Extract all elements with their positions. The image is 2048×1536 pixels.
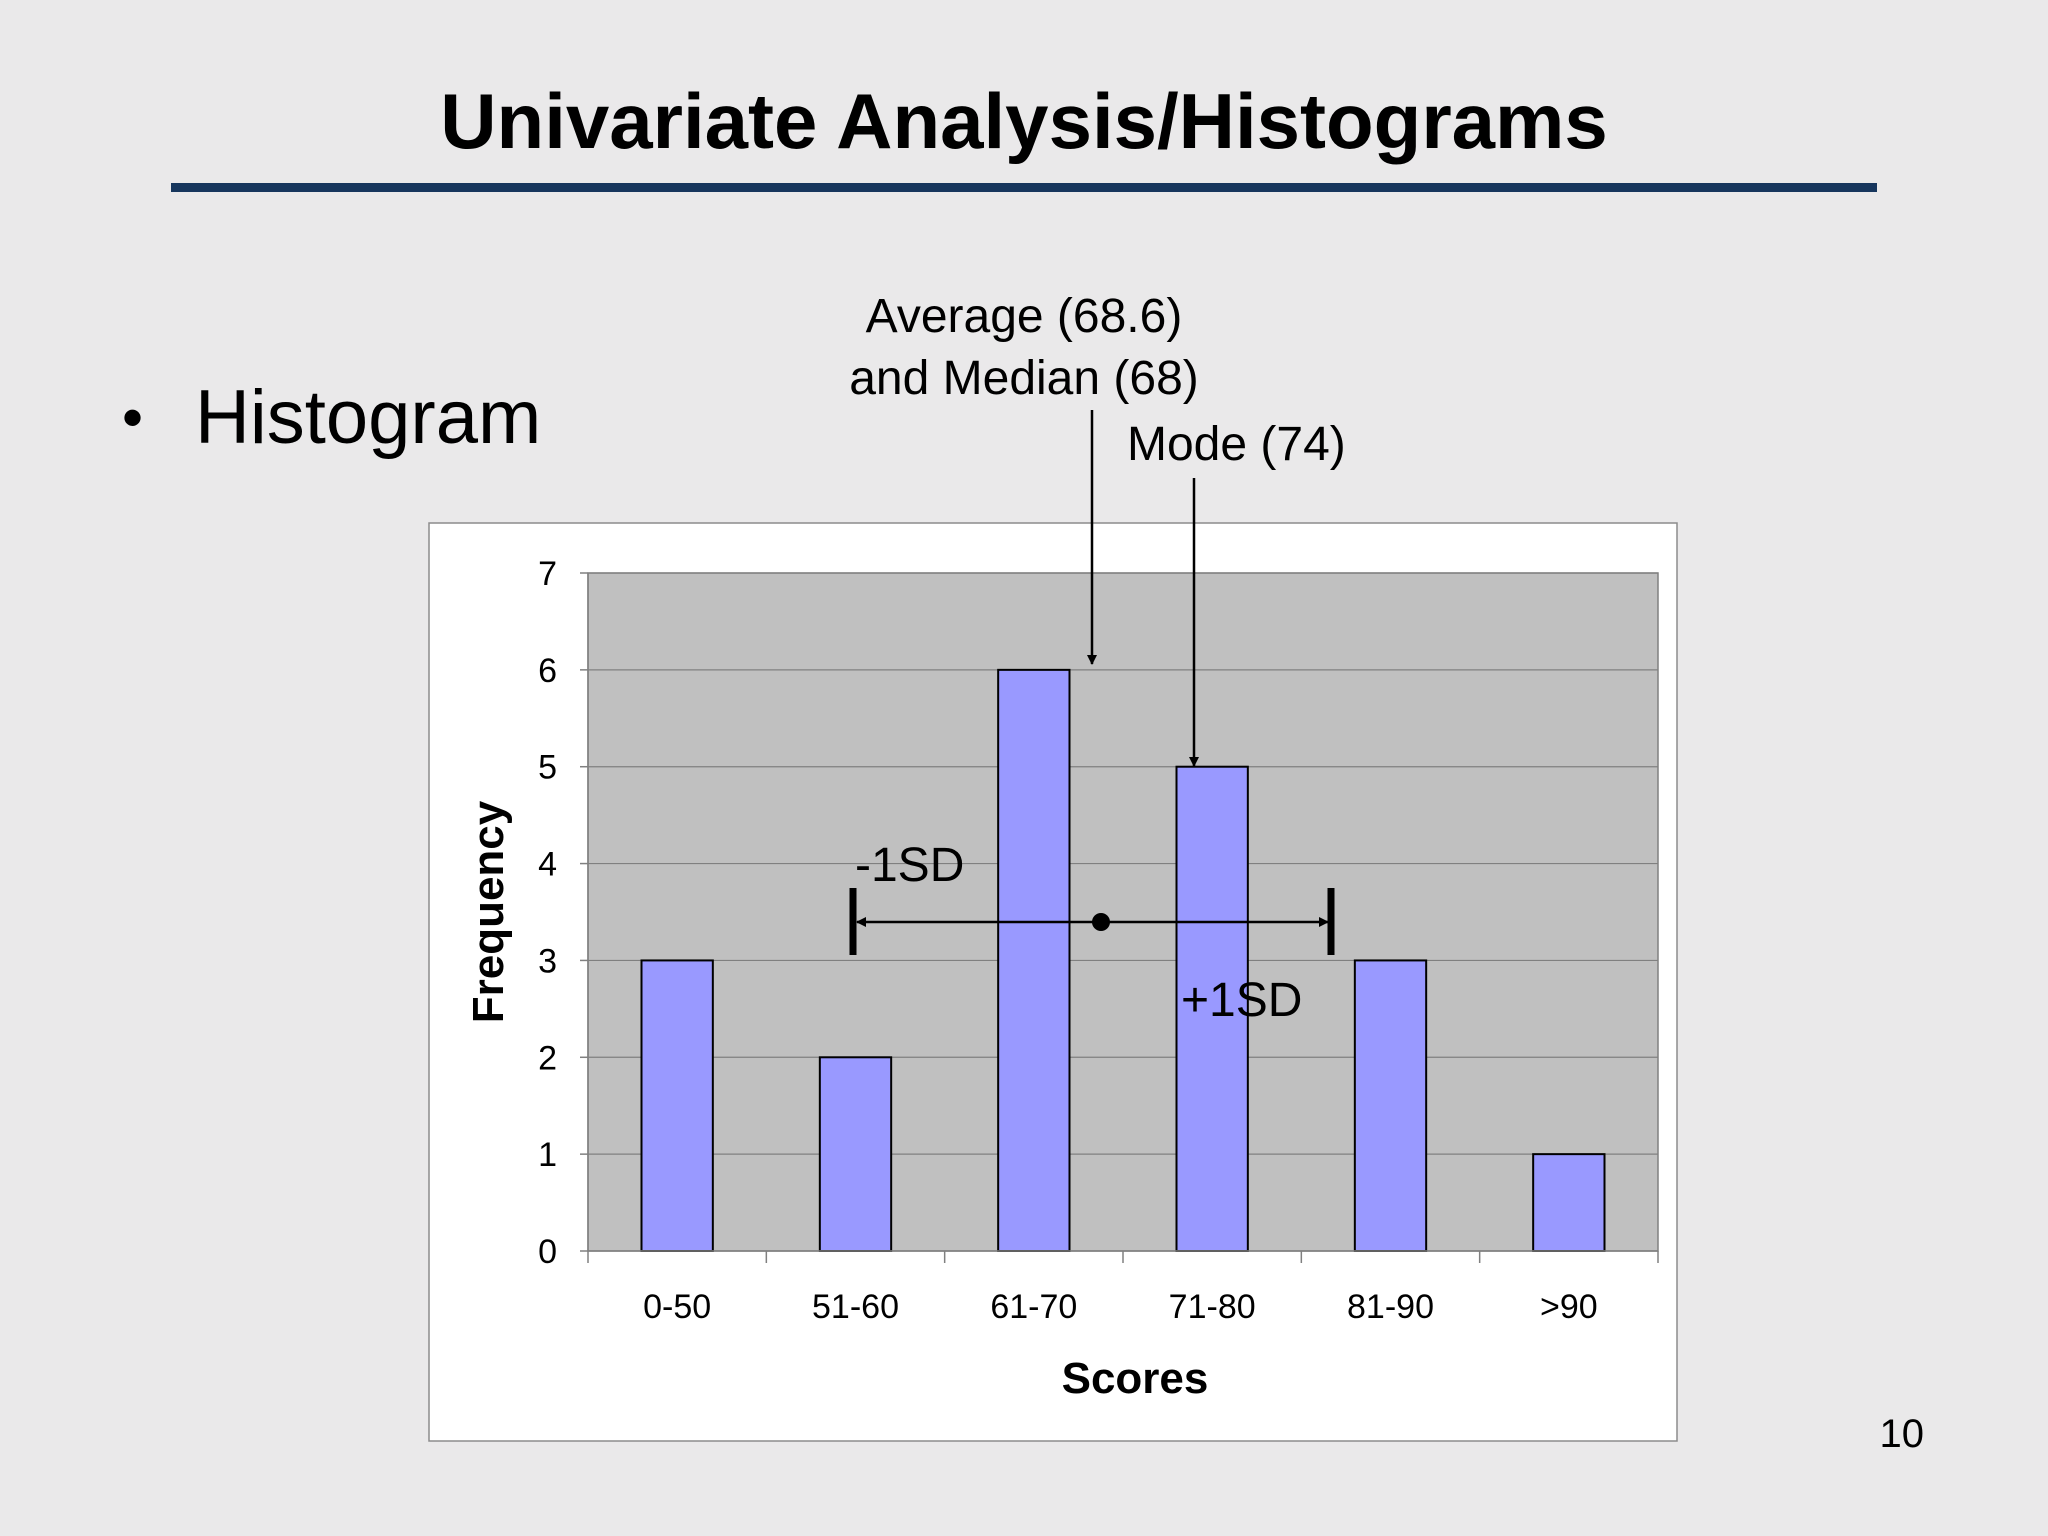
- bar-51-60: [818, 1056, 893, 1253]
- minus-sd-label: -1SD: [855, 839, 964, 892]
- y-tick-label: 7: [538, 555, 557, 593]
- x-tick-label: 0-50: [643, 1288, 711, 1326]
- bullet-item: • Histogram: [122, 380, 541, 456]
- bar-81-90: [1353, 959, 1428, 1253]
- y-axis-title: Frequency: [464, 800, 513, 1023]
- x-tick-label: 71-80: [1169, 1288, 1256, 1326]
- gridlines: [588, 572, 1658, 1155]
- x-tick-labels: 0-50 51-60 61-70 71-80 81-90 >90: [643, 1288, 1598, 1326]
- mode-annotation: Mode (74): [1127, 418, 1346, 471]
- y-tick-label: 6: [538, 652, 557, 690]
- axes: [580, 572, 1659, 1263]
- bar->90: [1532, 1153, 1606, 1252]
- bar-61-70: [997, 668, 1071, 1252]
- title-divider: [171, 183, 1877, 192]
- y-tick-labels: 0 1 2 3 4 5 6 7: [538, 555, 557, 1271]
- x-tick-label: >90: [1540, 1288, 1598, 1326]
- plot-area: [587, 572, 1659, 1252]
- x-axis-title: Scores: [1062, 1354, 1209, 1403]
- average-annotation-line1: Average (68.6): [866, 290, 1183, 343]
- mean-marker: [1092, 913, 1110, 931]
- bullet-text: Histogram: [195, 375, 542, 460]
- bars: [640, 668, 1606, 1253]
- y-tick-label: 4: [538, 846, 557, 884]
- y-tick-label: 1: [538, 1136, 557, 1174]
- y-tick-label: 5: [538, 749, 557, 787]
- slide-title: Univariate Analysis/Histograms: [440, 77, 1608, 165]
- y-tick-label: 0: [538, 1233, 557, 1271]
- plus-sd-label: +1SD: [1181, 974, 1302, 1027]
- x-tick-label: 51-60: [812, 1288, 899, 1326]
- y-tick-label: 2: [538, 1039, 557, 1077]
- average-annotation-line2: and Median (68): [849, 352, 1199, 405]
- page-number: 10: [1879, 1412, 1925, 1456]
- bar-0-50: [640, 959, 714, 1253]
- x-tick-label: 61-70: [990, 1288, 1077, 1326]
- x-tick-label: 81-90: [1347, 1288, 1434, 1326]
- bullet-icon: •: [122, 384, 144, 451]
- y-tick-label: 3: [538, 942, 557, 980]
